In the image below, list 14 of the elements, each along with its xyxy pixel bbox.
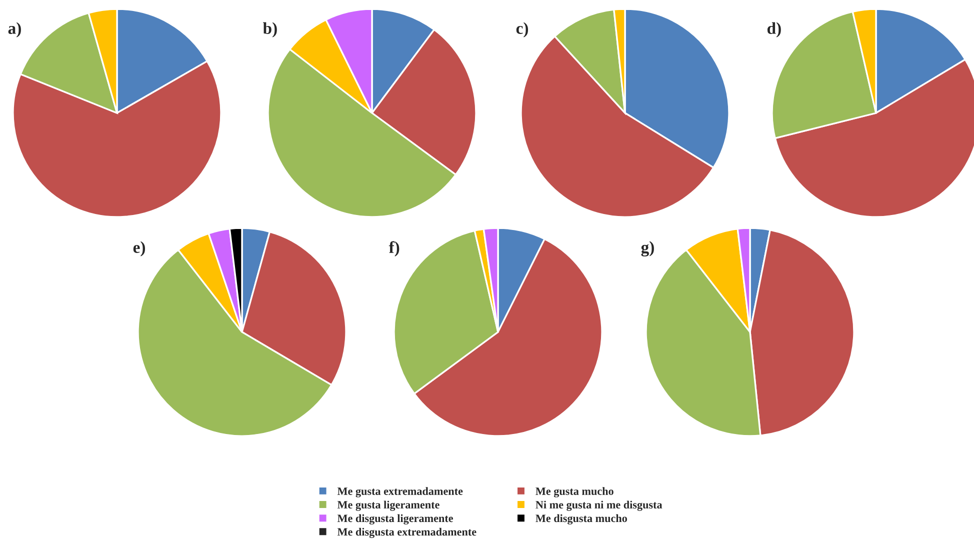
legend-label: Me gusta extremadamente <box>337 487 463 498</box>
legend-label: Ni me gusta ni me disgusta <box>536 500 662 511</box>
text: d) <box>767 22 781 38</box>
legend-label: Me disgusta mucho <box>536 514 627 524</box>
legend-label: Me gusta ligeramente <box>337 500 440 511</box>
legend-label: Me disgusta ligeramente <box>337 514 453 524</box>
text: e) <box>133 241 146 256</box>
text: g) <box>641 241 654 256</box>
legend-label: Me disgusta extremadamente <box>337 528 476 538</box>
text: b) <box>263 22 277 38</box>
legend-label: Me gusta mucho <box>536 487 614 498</box>
text: f) <box>388 241 400 256</box>
text: c) <box>516 22 528 38</box>
text: a) <box>8 22 21 38</box>
